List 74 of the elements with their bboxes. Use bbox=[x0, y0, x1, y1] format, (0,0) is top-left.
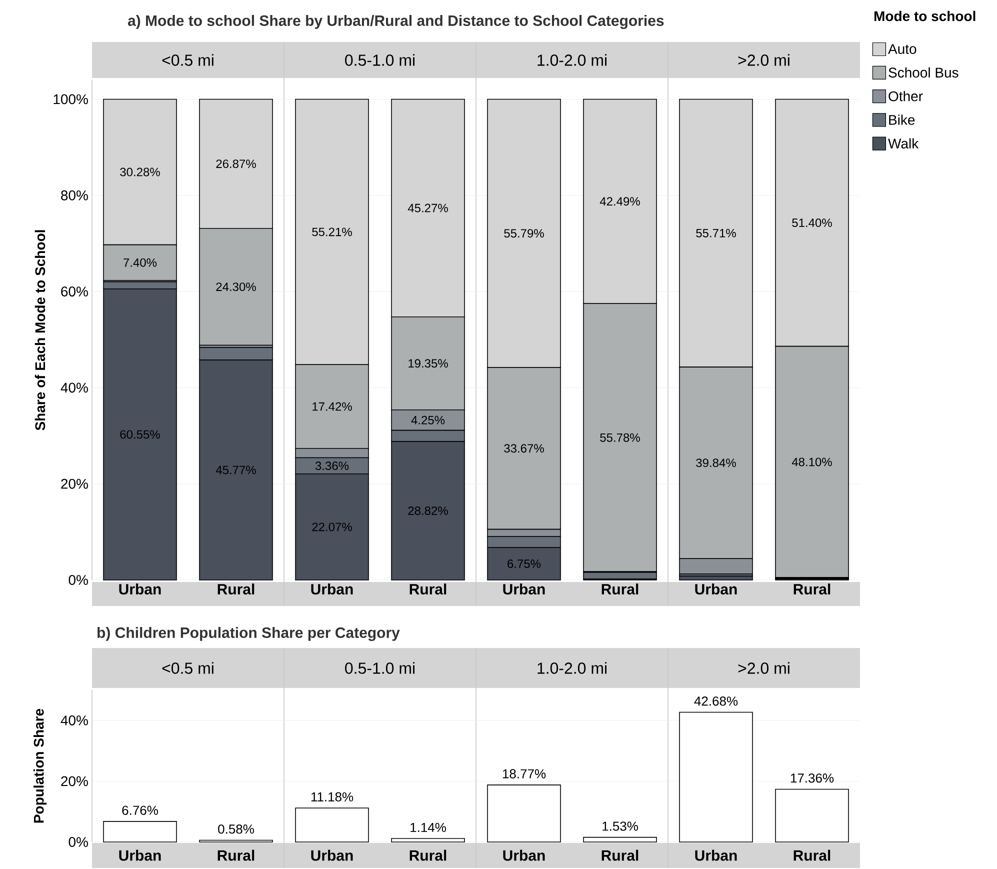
x-tick-label: Rural bbox=[602, 850, 638, 861]
data-label: 22.07% bbox=[312, 522, 352, 532]
text: <0.5 mi bbox=[162, 662, 214, 674]
data-label: 11.18% bbox=[311, 792, 354, 802]
data-label: 55.78% bbox=[600, 433, 640, 442]
x-tick-label: Rural bbox=[218, 850, 254, 861]
text: 1.0-2.0 mi bbox=[538, 662, 606, 674]
text: 0.5-1.0 mi bbox=[345, 54, 414, 66]
data-label: 51.40% bbox=[792, 218, 832, 228]
data-label: 0.58% bbox=[218, 824, 254, 834]
y-axis-title: Population Share bbox=[33, 708, 47, 823]
data-label: 60.55% bbox=[120, 430, 160, 439]
data-label: 17.42% bbox=[312, 402, 352, 411]
data-label: 39.84% bbox=[696, 458, 736, 468]
data-label: 55.79% bbox=[504, 229, 544, 238]
data-label: 45.27% bbox=[408, 204, 448, 212]
x-tick-label: Rural bbox=[410, 850, 446, 861]
legend-label: Auto bbox=[888, 44, 916, 54]
data-label: 42.49% bbox=[600, 197, 640, 206]
legend-label: Bike bbox=[889, 114, 915, 125]
legend-label: School Bus bbox=[888, 67, 958, 78]
data-label: 33.67% bbox=[504, 444, 544, 453]
text: 0.5-1.0 mi bbox=[345, 662, 414, 674]
x-tick-label: Rural bbox=[794, 584, 830, 595]
data-label: 1.53% bbox=[602, 822, 638, 831]
data-label: 55.71% bbox=[696, 228, 736, 238]
x-tick-label: Urban bbox=[695, 850, 737, 861]
legend-label: Other bbox=[888, 90, 923, 102]
data-label: 42.68% bbox=[694, 696, 738, 706]
text: 1.0-2.0 mi bbox=[538, 54, 606, 66]
y-tick-label: 0% bbox=[68, 837, 88, 847]
data-label: 26.87% bbox=[216, 160, 256, 168]
y-axis-title: Share of Each Mode to School bbox=[34, 230, 46, 430]
y-tick-label: 20% bbox=[61, 776, 88, 786]
data-label: 6.76% bbox=[122, 806, 158, 815]
data-label: 24.30% bbox=[216, 282, 256, 292]
x-tick-label: Rural bbox=[794, 850, 830, 861]
data-label: 30.28% bbox=[120, 168, 160, 176]
data-label: 55.21% bbox=[312, 228, 352, 236]
chart-title: a) Mode to school Share by Urban/Rural and Distance to School Categories bbox=[128, 14, 664, 30]
y-tick-label: 0% bbox=[68, 575, 88, 585]
data-label: 48.10% bbox=[792, 458, 832, 466]
data-label: 19.35% bbox=[408, 359, 448, 368]
y-tick-label: 40% bbox=[60, 382, 88, 393]
data-label: 28.82% bbox=[408, 506, 448, 515]
data-label: 3.36% bbox=[315, 462, 349, 470]
text: >2.0 mi bbox=[738, 54, 790, 66]
x-tick-label: Rural bbox=[602, 584, 638, 595]
data-label: 18.77% bbox=[502, 769, 546, 778]
chart-title: b) Children Population Share per Category bbox=[98, 626, 400, 642]
x-tick-label: Urban bbox=[503, 850, 545, 861]
data-label: 17.36% bbox=[790, 773, 834, 783]
data-label: 6.75% bbox=[508, 560, 541, 568]
y-tick-label: 40% bbox=[60, 715, 88, 726]
x-tick-label: Urban bbox=[119, 850, 161, 861]
text: >2.0 mi bbox=[738, 662, 790, 674]
x-tick-label: Rural bbox=[218, 584, 254, 595]
data-label: 1.14% bbox=[410, 822, 446, 832]
x-tick-label: Rural bbox=[410, 584, 446, 595]
legend-label: Walk bbox=[888, 138, 919, 149]
y-tick-label: 20% bbox=[61, 478, 88, 489]
data-label: 4.25% bbox=[411, 416, 445, 424]
y-tick-label: 100% bbox=[54, 94, 88, 104]
x-tick-label: Urban bbox=[119, 584, 161, 595]
data-label: 7.40% bbox=[124, 258, 157, 267]
x-tick-label: Urban bbox=[311, 584, 353, 595]
y-tick-label: 80% bbox=[61, 190, 88, 200]
x-tick-label: Urban bbox=[503, 584, 545, 595]
legend-title: Mode to school bbox=[874, 10, 976, 22]
y-tick-label: 60% bbox=[61, 286, 88, 296]
x-tick-label: Urban bbox=[695, 584, 737, 595]
data-label: 45.77% bbox=[216, 466, 256, 474]
text: <0.5 mi bbox=[162, 54, 214, 66]
x-tick-label: Urban bbox=[311, 850, 353, 861]
